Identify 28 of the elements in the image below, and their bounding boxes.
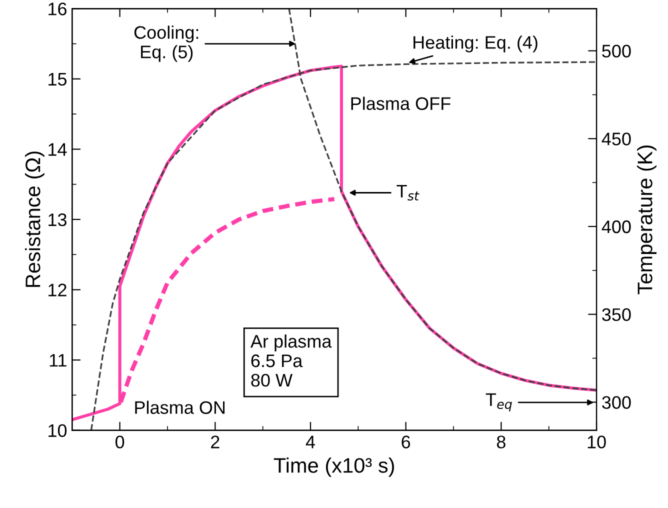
x-tick-label: 8 [496,436,506,448]
y2-axis-title: Temperature (K) [637,145,656,294]
y2-tick-label: 450 [602,132,631,146]
annotation: Plasma ON [135,400,225,414]
x-axis-title: Time (x10³ s) [274,458,394,477]
x-tick-label: 0 [116,436,124,448]
y-tick-label: 15 [48,73,67,86]
y2-tick-label: 400 [602,220,631,234]
y2-tick-label: 500 [602,44,631,58]
y-tick-label: 16 [48,2,66,16]
x-tick-label: 4 [306,436,315,448]
y-tick-label: 14 [48,143,67,156]
y-tick-label: 13 [48,213,66,226]
annotation: T$_{eq}$ [486,393,512,412]
y-tick-label: 12 [48,284,66,296]
annotation: Cooling: Eq. (5) [134,26,198,62]
y2-tick-label: 300 [602,396,631,409]
x-tick-label: 2 [211,436,220,448]
y-tick-label: 11 [50,354,66,367]
y-axis-title: Resistance (Ω) [25,152,44,287]
annotation: Heating: Eq. (4) [414,36,538,52]
annotation: T$_{st}$ [396,184,420,201]
annotation: Ar plasma 6.5 Pa 80 W [250,334,332,387]
y-tick-label: 10 [48,424,67,437]
annotation: Plasma OFF [351,96,450,110]
x-tick-label: 10 [588,436,606,448]
y2-tick-label: 350 [602,308,631,322]
x-tick-label: 6 [402,436,410,448]
